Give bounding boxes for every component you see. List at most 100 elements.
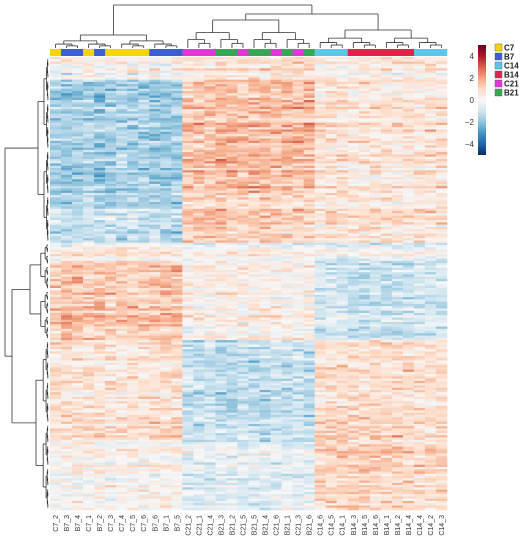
heatmap-cell <box>105 192 117 196</box>
heatmap-cell <box>237 322 249 325</box>
heatmap-cell <box>83 192 95 196</box>
heatmap-cell <box>193 195 205 198</box>
heatmap-cell <box>182 222 194 225</box>
heatmap-cell <box>358 167 371 171</box>
heatmap-cell <box>336 70 349 74</box>
heatmap-cell <box>325 306 338 309</box>
heatmap-cell <box>149 93 161 96</box>
heatmap-cell <box>248 220 260 223</box>
heatmap-cell <box>358 120 371 123</box>
heatmap-cell <box>248 158 260 162</box>
heatmap-cell <box>83 233 95 237</box>
heatmap-cell <box>303 77 315 80</box>
heatmap-cell <box>116 195 128 198</box>
heatmap-cell <box>380 317 393 321</box>
heatmap-cell <box>116 335 128 339</box>
heatmap-cell <box>369 353 382 357</box>
heatmap-cell <box>281 297 293 300</box>
heatmap-cell <box>391 100 404 103</box>
heatmap-cell <box>369 161 382 164</box>
heatmap-cell <box>281 106 293 110</box>
heatmap-cell <box>72 335 84 339</box>
heatmap-cell <box>402 312 415 316</box>
heatmap-cell <box>193 351 205 355</box>
heatmap-cell <box>325 303 338 307</box>
heatmap-cell <box>413 165 426 169</box>
heatmap-cell <box>237 177 249 180</box>
heatmap-cell <box>149 120 161 123</box>
heatmap-cell <box>413 211 426 214</box>
heatmap-cell <box>248 240 260 244</box>
heatmap-cell <box>127 77 139 80</box>
heatmap-cell <box>435 226 448 230</box>
heatmap-cell <box>402 66 415 69</box>
heatmap-cell <box>424 122 437 126</box>
heatmap-cell <box>303 342 315 345</box>
heatmap-cell <box>237 172 249 176</box>
heatmap-cell <box>116 324 128 327</box>
heatmap-cell <box>358 319 371 323</box>
heatmap-cell <box>160 272 172 275</box>
heatmap-cell <box>226 229 238 232</box>
heatmap-cell <box>380 136 393 139</box>
heatmap-cell <box>391 367 404 370</box>
heatmap-cell <box>358 156 371 160</box>
heatmap-cell <box>347 90 360 94</box>
heatmap-cell <box>182 317 194 321</box>
heatmap-cell <box>248 81 260 85</box>
heatmap-cell <box>270 349 282 352</box>
heatmap-cell <box>358 249 371 253</box>
heatmap-cell <box>237 167 249 171</box>
heatmap-cell <box>270 188 282 191</box>
heatmap-cell <box>171 249 183 253</box>
heatmap-cell <box>138 358 150 361</box>
heatmap-cell <box>303 233 315 237</box>
heatmap-cell <box>50 315 62 318</box>
heatmap-cell <box>391 129 404 133</box>
heatmap-cell <box>303 90 315 94</box>
heatmap-cell <box>402 90 415 94</box>
heatmap-cell <box>259 235 271 239</box>
heatmap-cell <box>424 344 437 348</box>
heatmap-cell <box>314 167 326 171</box>
heatmap-cell <box>314 190 326 194</box>
heatmap-cell <box>226 118 238 121</box>
heatmap-cell <box>347 165 360 169</box>
heatmap-cell <box>72 77 84 80</box>
heatmap-cell <box>391 192 404 196</box>
heatmap-cell <box>237 109 249 112</box>
heatmap-cell <box>182 310 194 314</box>
heatmap-cell <box>105 328 117 332</box>
heatmap-cell <box>127 147 139 151</box>
heatmap-cell <box>160 167 172 171</box>
heatmap-cell <box>116 81 128 85</box>
heatmap-cell <box>127 211 139 214</box>
heatmap-cell <box>248 163 260 167</box>
heatmap-cell <box>391 299 404 302</box>
heatmap-cell <box>391 179 404 182</box>
heatmap-cell <box>193 278 205 282</box>
heatmap-cell <box>72 177 84 180</box>
heatmap-cell <box>380 251 393 255</box>
heatmap-cell <box>402 138 415 142</box>
heatmap-cell <box>424 367 437 370</box>
heatmap-cell <box>270 324 282 327</box>
heatmap-cell <box>226 358 238 361</box>
heatmap-cell <box>204 265 216 268</box>
heatmap-cell <box>116 72 128 76</box>
heatmap-cell <box>160 68 172 71</box>
heatmap-cell <box>270 197 282 200</box>
heatmap-cell <box>270 297 282 300</box>
heatmap-cell <box>402 199 415 203</box>
heatmap-cell <box>369 245 382 248</box>
heatmap-cell <box>380 77 393 80</box>
heatmap-cell <box>138 115 150 119</box>
heatmap-cell <box>325 174 338 178</box>
heatmap-cell <box>259 143 271 146</box>
heatmap-cell <box>270 272 282 275</box>
heatmap-cell <box>61 86 73 89</box>
heatmap-cell <box>204 154 216 157</box>
heatmap-cell <box>336 217 349 221</box>
heatmap-cell <box>182 63 194 67</box>
heatmap-cell <box>83 86 95 89</box>
